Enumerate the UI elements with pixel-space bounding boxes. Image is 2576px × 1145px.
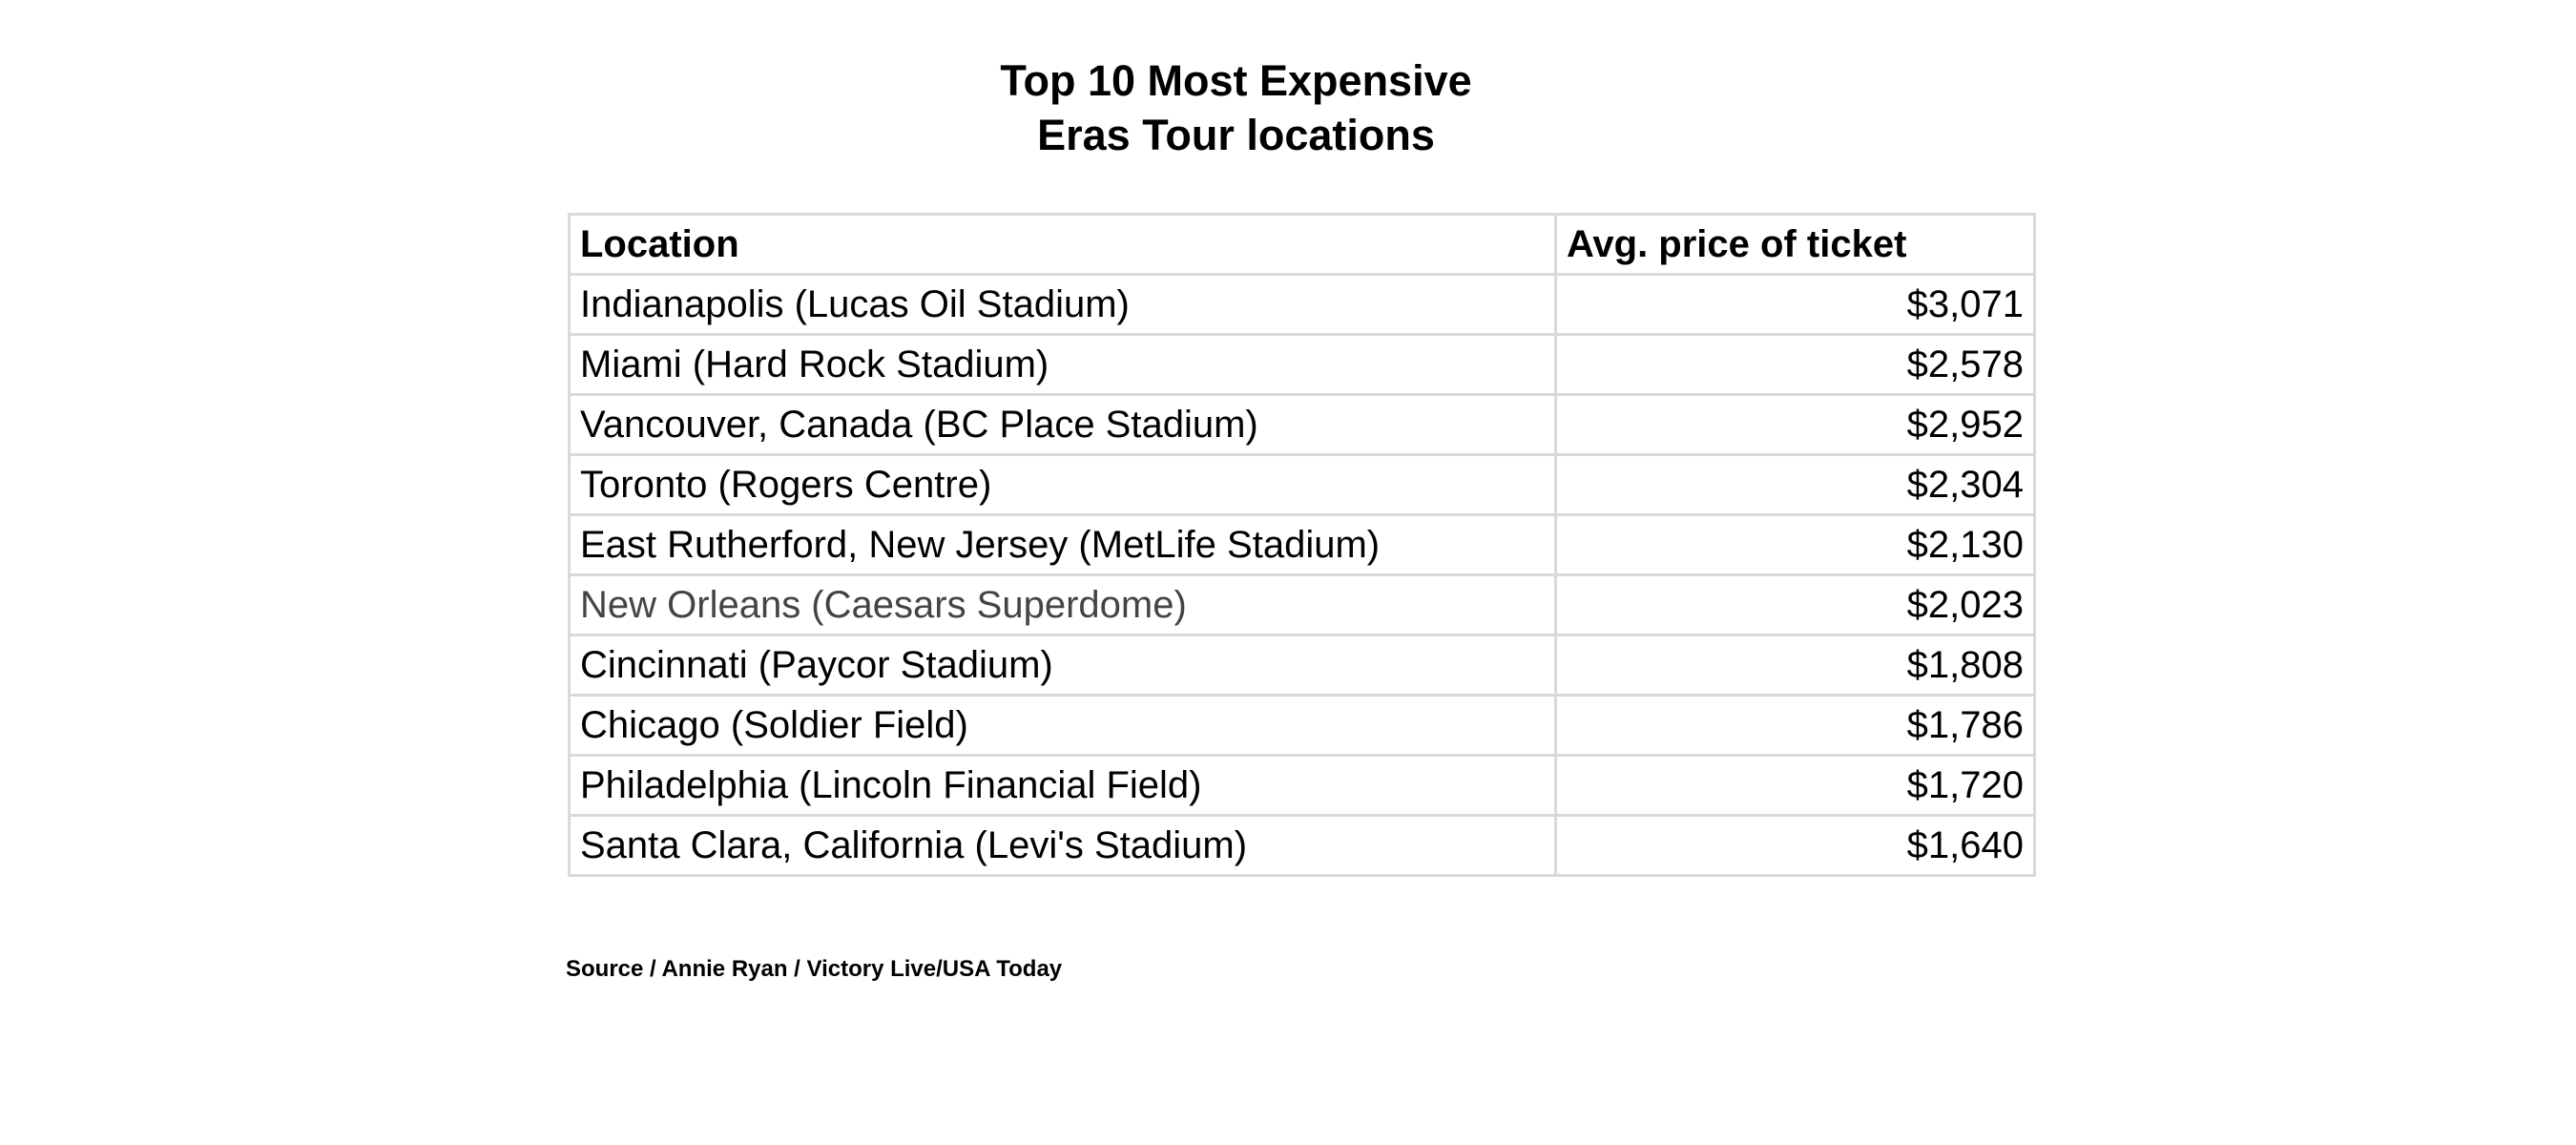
table-row: Santa Clara, California (Levi's Stadium)… <box>568 814 2036 877</box>
table-row: Toronto (Rogers Centre) $2,304 <box>568 453 2036 516</box>
price-cell: $1,786 <box>1554 694 2036 757</box>
table-row: Cincinnati (Paycor Stadium) $1,808 <box>568 634 2036 697</box>
table-row: Indianapolis (Lucas Oil Stadium) $3,071 <box>568 273 2036 336</box>
source-note: Source / Annie Ryan / Victory Live/USA T… <box>566 956 1063 982</box>
location-cell: Toronto (Rogers Centre) <box>568 453 1557 516</box>
table-row: East Rutherford, New Jersey (MetLife Sta… <box>568 513 2036 576</box>
table-header-row: Location Avg. price of ticket <box>568 213 2036 276</box>
price-cell: $2,023 <box>1554 573 2036 636</box>
location-cell: Indianapolis (Lucas Oil Stadium) <box>568 273 1557 336</box>
location-cell: Santa Clara, California (Levi's Stadium) <box>568 814 1557 877</box>
chart-title: Top 10 Most Expensive Eras Tour location… <box>0 53 2472 162</box>
data-table: Location Avg. price of ticket Indianapol… <box>568 213 2036 877</box>
price-cell: $1,808 <box>1554 634 2036 697</box>
table-body: Indianapolis (Lucas Oil Stadium) $3,071 Mi… <box>568 273 2036 877</box>
table-row: New Orleans (Caesars Superdome) $2,023 <box>568 573 2036 636</box>
column-header-price: Avg. price of ticket <box>1554 213 2036 276</box>
location-cell: Vancouver, Canada (BC Place Stadium) <box>568 393 1557 456</box>
price-cell: $3,071 <box>1554 273 2036 336</box>
table-row: Philadelphia (Lincoln Financial Field) $1… <box>568 754 2036 817</box>
location-cell: New Orleans (Caesars Superdome) <box>568 573 1557 636</box>
price-cell: $2,952 <box>1554 393 2036 456</box>
location-cell: Philadelphia (Lincoln Financial Field) <box>568 754 1557 817</box>
price-cell: $1,640 <box>1554 814 2036 877</box>
price-cell: $1,720 <box>1554 754 2036 817</box>
chart-title-line-2: Eras Tour locations <box>1037 111 1435 159</box>
location-cell: Cincinnati (Paycor Stadium) <box>568 634 1557 697</box>
table-row: Miami (Hard Rock Stadium) $2,578 <box>568 333 2036 396</box>
column-header-location: Location <box>568 213 1557 276</box>
price-cell: $2,130 <box>1554 513 2036 576</box>
table-row: Vancouver, Canada (BC Place Stadium) $2,9… <box>568 393 2036 456</box>
price-cell: $2,578 <box>1554 333 2036 396</box>
location-cell: Chicago (Soldier Field) <box>568 694 1557 757</box>
chart-title-line-1: Top 10 Most Expensive <box>1000 56 1472 105</box>
price-cell: $2,304 <box>1554 453 2036 516</box>
table-row: Chicago (Soldier Field) $1,786 <box>568 694 2036 757</box>
location-cell: Miami (Hard Rock Stadium) <box>568 333 1557 396</box>
location-cell: East Rutherford, New Jersey (MetLife Sta… <box>568 513 1557 576</box>
